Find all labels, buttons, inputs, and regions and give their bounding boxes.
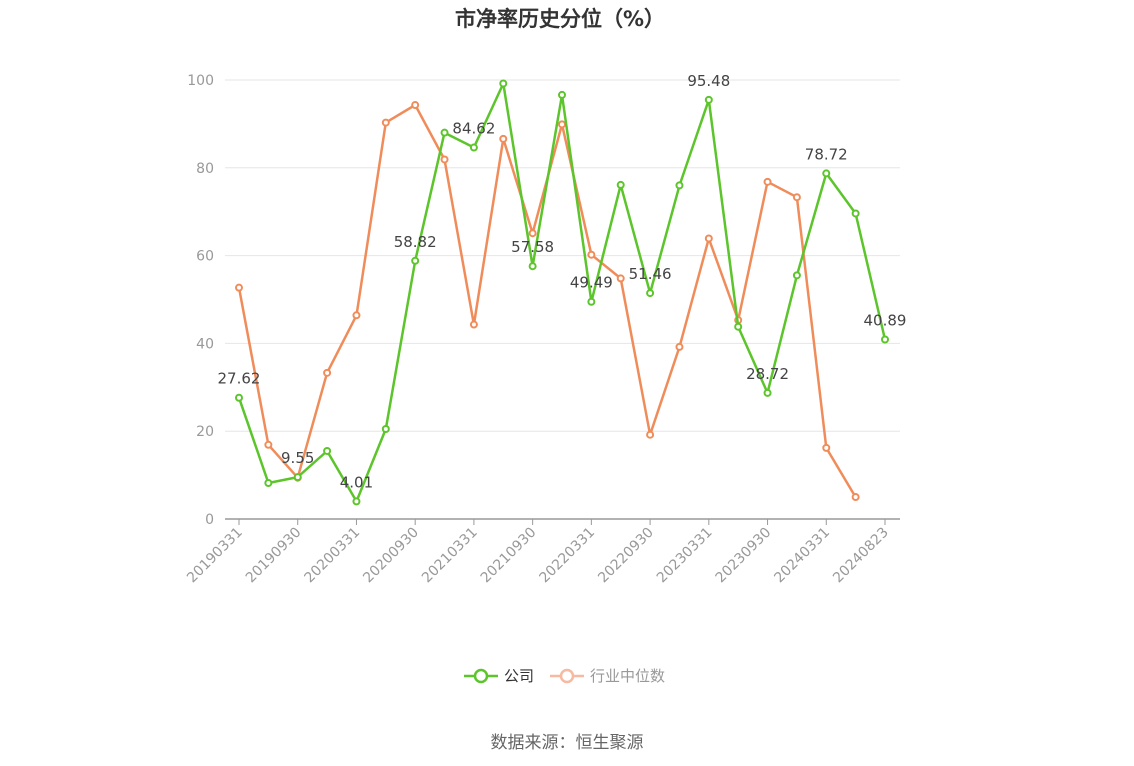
legend-marker <box>473 668 489 684</box>
y-tick-label: 20 <box>196 424 214 440</box>
series-行业中位数 <box>235 101 860 502</box>
x-tick-label: 20220331 <box>536 525 598 587</box>
series-line <box>237 103 857 498</box>
x-tick-label: 20240331 <box>771 525 833 587</box>
x-tick-label: 20210331 <box>419 525 481 587</box>
data-point[interactable] <box>851 209 860 218</box>
y-tick-label: 0 <box>205 512 214 528</box>
data-label: 28.72 <box>746 365 789 383</box>
legend[interactable]: 公司 行业中位数 <box>464 667 665 685</box>
legend-marker <box>559 668 575 684</box>
y-axis: 0 20 40 60 80 100 <box>187 73 214 528</box>
series-公司 <box>235 79 889 506</box>
data-point[interactable] <box>763 388 772 397</box>
data-point[interactable] <box>499 134 508 143</box>
data-point[interactable] <box>264 440 273 449</box>
data-point[interactable] <box>323 446 332 455</box>
data-point[interactable] <box>352 311 361 320</box>
data-point[interactable] <box>704 95 713 104</box>
legend-label: 公司 <box>504 667 534 685</box>
x-tick-label: 20210930 <box>478 525 540 587</box>
data-point[interactable] <box>528 262 537 271</box>
data-point[interactable] <box>411 256 420 265</box>
series-layer <box>235 79 889 506</box>
legend-label: 行业中位数 <box>590 667 665 685</box>
data-point[interactable] <box>851 493 860 502</box>
x-tick-label: 20240823 <box>830 525 892 587</box>
data-point[interactable] <box>381 425 390 434</box>
source-note: 数据来源：恒生聚源 <box>491 733 644 753</box>
data-label: 58.82 <box>394 233 437 251</box>
chart-title: 市净率历史分位（%） <box>455 7 665 31</box>
x-tick-label: 20200930 <box>360 525 422 587</box>
y-tick-label: 40 <box>196 336 214 352</box>
data-point[interactable] <box>352 497 361 506</box>
data-label: 27.62 <box>218 370 261 388</box>
data-label: 51.46 <box>629 265 672 283</box>
data-label: 9.55 <box>281 449 314 467</box>
x-tick-label: 20200331 <box>302 525 364 587</box>
x-tick-label: 20220930 <box>595 525 657 587</box>
data-point[interactable] <box>792 193 801 202</box>
data-label: 57.58 <box>511 238 554 256</box>
data-point[interactable] <box>381 118 390 127</box>
legend-item-行业中位数[interactable]: 行业中位数 <box>550 667 665 685</box>
x-tick-label: 20230331 <box>654 525 716 587</box>
data-point[interactable] <box>704 234 713 243</box>
data-point[interactable] <box>646 289 655 298</box>
data-point[interactable] <box>499 79 508 88</box>
data-point[interactable] <box>440 128 449 137</box>
data-point[interactable] <box>469 320 478 329</box>
data-labels: 27.62 9.55 4.01 58.82 84.62 57.58 49.49 51.46 95… <box>218 72 907 492</box>
data-point[interactable] <box>469 143 478 152</box>
x-axis: 2019033120190930202003312020093020210331… <box>184 518 900 587</box>
data-label: 95.48 <box>687 72 730 90</box>
data-point[interactable] <box>411 101 420 110</box>
data-point[interactable] <box>528 229 537 238</box>
data-label: 78.72 <box>805 145 848 163</box>
data-point[interactable] <box>616 180 625 189</box>
data-point[interactable] <box>675 342 684 351</box>
series-line <box>237 82 887 503</box>
data-point[interactable] <box>558 120 566 129</box>
data-point[interactable] <box>587 297 596 306</box>
data-point[interactable] <box>792 271 801 280</box>
y-tick-label: 60 <box>196 249 214 265</box>
grid <box>225 79 900 432</box>
data-point[interactable] <box>293 473 302 482</box>
y-tick-label: 80 <box>196 161 214 177</box>
data-point[interactable] <box>235 393 243 402</box>
y-tick-label: 100 <box>187 73 214 89</box>
data-point[interactable] <box>587 250 596 259</box>
data-point[interactable] <box>822 169 831 178</box>
data-point[interactable] <box>264 479 273 488</box>
x-tick-label: 20230930 <box>713 525 775 587</box>
x-tick-label: 20190331 <box>184 525 246 587</box>
data-label: 49.49 <box>570 274 613 292</box>
data-label: 84.62 <box>452 120 495 138</box>
data-point[interactable] <box>616 274 625 283</box>
data-point[interactable] <box>675 181 684 190</box>
data-point[interactable] <box>323 368 332 377</box>
data-point[interactable] <box>881 335 889 344</box>
data-label: 4.01 <box>340 473 373 491</box>
data-point[interactable] <box>822 443 831 452</box>
data-point[interactable] <box>235 283 243 292</box>
legend-item-公司[interactable]: 公司 <box>464 667 534 685</box>
data-point[interactable] <box>734 322 743 331</box>
data-point[interactable] <box>646 430 655 439</box>
x-tick-label: 20190930 <box>243 525 305 587</box>
data-point[interactable] <box>440 155 449 164</box>
data-point[interactable] <box>763 177 772 186</box>
data-point[interactable] <box>558 90 566 99</box>
data-label: 40.89 <box>864 311 907 329</box>
